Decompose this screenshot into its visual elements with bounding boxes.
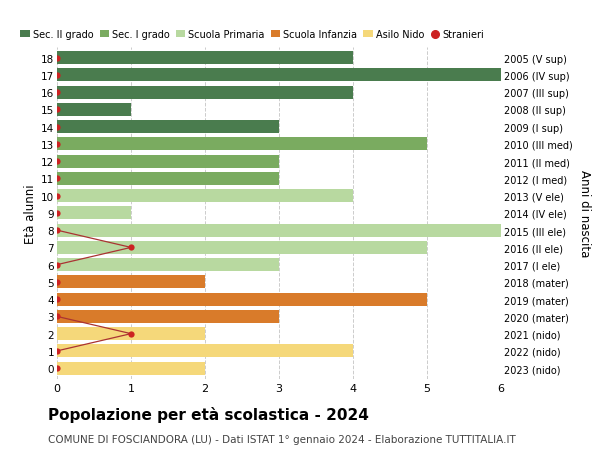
Bar bbox=[57, 52, 353, 65]
Legend: Sec. II grado, Sec. I grado, Scuola Primaria, Scuola Infanzia, Asilo Nido, Stran: Sec. II grado, Sec. I grado, Scuola Prim… bbox=[20, 30, 484, 40]
Bar bbox=[57, 207, 131, 220]
Bar bbox=[57, 121, 279, 134]
Text: COMUNE DI FOSCIANDORA (LU) - Dati ISTAT 1° gennaio 2024 - Elaborazione TUTTITALI: COMUNE DI FOSCIANDORA (LU) - Dati ISTAT … bbox=[48, 434, 516, 444]
Bar bbox=[57, 173, 279, 185]
Bar bbox=[57, 86, 353, 100]
Bar bbox=[57, 155, 279, 168]
Text: Popolazione per età scolastica - 2024: Popolazione per età scolastica - 2024 bbox=[48, 406, 369, 422]
Bar bbox=[57, 241, 427, 254]
Bar bbox=[57, 138, 427, 151]
Bar bbox=[57, 362, 205, 375]
Bar bbox=[57, 276, 205, 289]
Bar bbox=[57, 258, 279, 272]
Bar bbox=[57, 104, 131, 117]
Y-axis label: Anni di nascita: Anni di nascita bbox=[578, 170, 591, 257]
Bar bbox=[57, 345, 353, 358]
Y-axis label: Età alunni: Età alunni bbox=[24, 184, 37, 243]
Bar bbox=[57, 293, 427, 306]
Bar bbox=[57, 327, 205, 341]
Bar bbox=[57, 310, 279, 323]
Bar bbox=[57, 69, 501, 82]
Bar bbox=[57, 190, 353, 203]
Bar bbox=[57, 224, 501, 237]
